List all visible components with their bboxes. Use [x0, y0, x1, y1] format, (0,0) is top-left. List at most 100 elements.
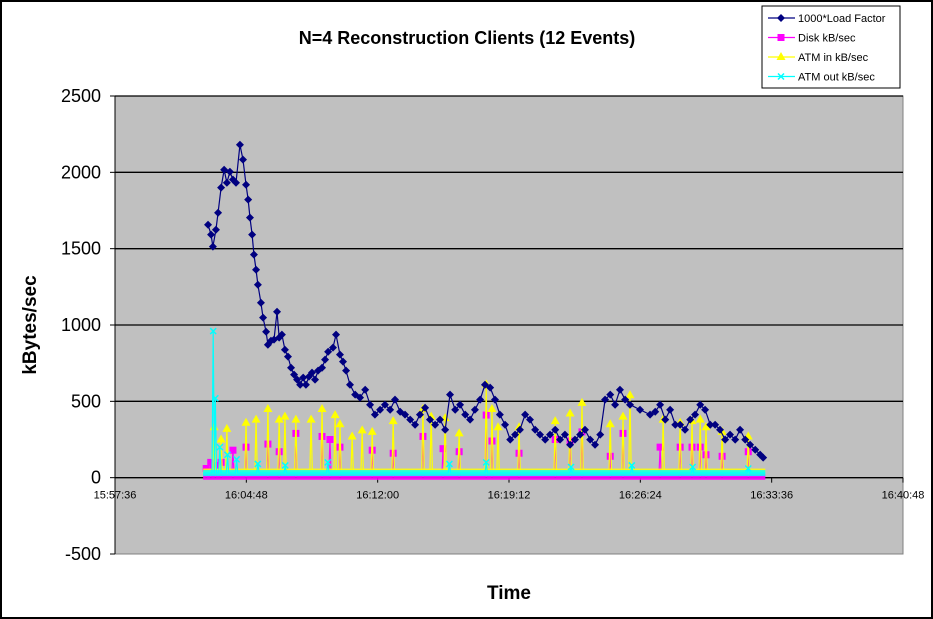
legend-marker-icon [777, 14, 785, 22]
data-point [411, 420, 420, 429]
data-point [615, 385, 624, 394]
data-point [686, 415, 695, 424]
data-point [461, 410, 470, 419]
y-tick-label: 0 [91, 468, 101, 488]
y-tick-label: 1000 [61, 315, 101, 335]
data-point [361, 385, 370, 394]
y-tick-label: 500 [71, 391, 101, 411]
data-point [581, 425, 590, 434]
x-tick-label: 16:26:24 [619, 490, 662, 502]
data-point [536, 430, 545, 439]
data-point [277, 330, 286, 339]
data-point [550, 416, 560, 425]
data-point [207, 230, 216, 239]
data-point [759, 453, 768, 462]
data-point [211, 394, 219, 402]
data-point [281, 461, 289, 469]
data-point [356, 393, 365, 402]
data-point [651, 407, 660, 416]
data-point [342, 366, 351, 375]
data-point [454, 428, 464, 437]
data-point [491, 395, 500, 404]
y-axis-label: kBytes/sec [20, 275, 41, 375]
data-point [565, 408, 575, 417]
data-point [283, 352, 292, 361]
data-point [421, 403, 430, 412]
data-point [596, 430, 605, 439]
data-point [263, 403, 273, 412]
x-tick-label: 16:40:48 [882, 490, 925, 502]
data-point [330, 410, 340, 419]
data-point [566, 440, 575, 449]
legend-marker-icon [777, 72, 785, 81]
data-point [625, 400, 634, 409]
data-point [715, 425, 724, 434]
data-point [431, 420, 440, 429]
data-point [317, 403, 327, 412]
data-point [253, 280, 262, 289]
data-point [204, 220, 213, 229]
data-point [586, 435, 595, 444]
x-axis-label: Time [487, 583, 531, 604]
data-point [238, 155, 247, 164]
data-point [248, 230, 257, 239]
data-point [736, 425, 745, 434]
series-0 [204, 140, 768, 462]
data-point [721, 435, 730, 444]
data-point [546, 430, 555, 439]
data-point [601, 395, 610, 404]
data-point [506, 435, 515, 444]
data-point [225, 167, 234, 176]
data-point [280, 411, 290, 420]
data-point [515, 425, 524, 434]
data-point [611, 400, 620, 409]
data-point [262, 327, 271, 336]
data-point [233, 455, 241, 463]
data-point [456, 400, 465, 409]
data-point [482, 458, 490, 466]
data-point [711, 420, 720, 429]
data-point [511, 430, 520, 439]
data-point [656, 400, 665, 409]
y-tick-label: -500 [65, 544, 101, 564]
data-point [296, 380, 305, 389]
data-point [567, 463, 575, 471]
data-point [252, 265, 261, 274]
y-tick-label: 2000 [61, 162, 101, 182]
data-point [425, 415, 434, 424]
data-point [718, 452, 726, 460]
data-point [688, 443, 696, 451]
data-point [661, 415, 670, 424]
data-point [214, 208, 223, 217]
data-point [332, 330, 341, 339]
x-tick-label: 15:57:36 [94, 490, 137, 502]
data-point [525, 415, 534, 424]
data-point [324, 458, 332, 466]
data-point [216, 443, 224, 451]
data-point [318, 363, 327, 372]
data-point [293, 375, 302, 384]
data-point [287, 363, 296, 372]
data-point [605, 419, 615, 428]
data-point [291, 414, 301, 423]
data-point [216, 434, 226, 443]
data-point [311, 375, 320, 384]
data-point [326, 436, 334, 443]
data-point [731, 435, 740, 444]
data-point [480, 380, 489, 389]
data-point [321, 355, 330, 364]
data-point [551, 425, 560, 434]
data-point [701, 405, 710, 414]
data-point [636, 405, 645, 414]
data-point [376, 405, 385, 414]
data-point [493, 422, 503, 431]
data-point [681, 425, 690, 434]
data-point [671, 420, 680, 429]
data-point [388, 416, 398, 425]
data-point [242, 443, 250, 451]
legend-marker-icon [776, 52, 786, 60]
data-point [229, 446, 237, 454]
data-point [439, 445, 447, 453]
data-point [656, 443, 664, 451]
